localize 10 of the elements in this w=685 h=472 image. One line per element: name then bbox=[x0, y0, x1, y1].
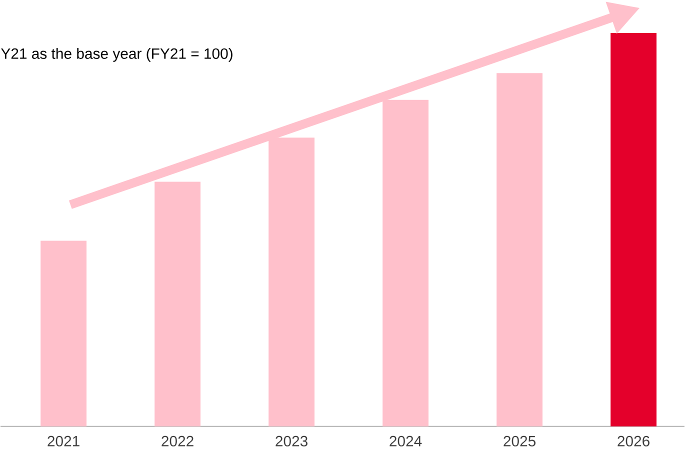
x-tick-label: 2023 bbox=[276, 436, 308, 446]
x-tick-label: 2022 bbox=[162, 436, 194, 446]
bar bbox=[496, 73, 543, 426]
bar bbox=[610, 32, 657, 426]
text: Y21 as the base year (FY21 = 100) bbox=[1, 48, 232, 62]
x-tick-label: 2026 bbox=[618, 436, 650, 446]
bar bbox=[40, 240, 87, 426]
x-tick-label: 2025 bbox=[504, 436, 536, 446]
x-tick-label: 2021 bbox=[48, 436, 80, 446]
x-tick-label: 2024 bbox=[390, 436, 422, 446]
